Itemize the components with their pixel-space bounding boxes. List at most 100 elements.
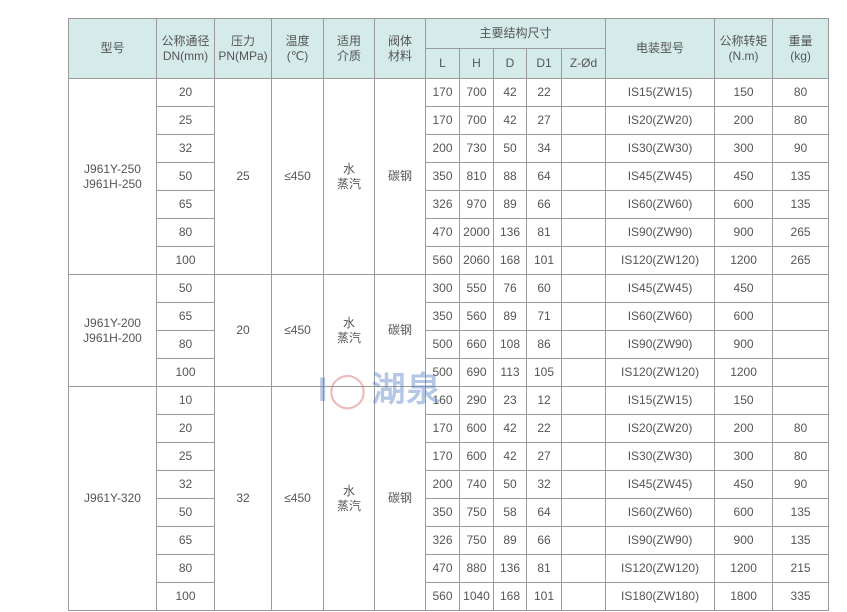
z-cell — [560, 386, 607, 415]
dn-cell: 50 — [156, 162, 215, 191]
weight-cell: 265 — [772, 218, 830, 247]
h-cell: 730 — [459, 134, 494, 163]
l-cell: 200 — [425, 134, 460, 163]
weight-cell — [772, 330, 830, 359]
dn-cell: 50 — [156, 274, 215, 303]
h-cell: 880 — [459, 554, 494, 583]
table-row: 100 560 1040 168 101 IS180(ZW180) 1800 335 — [69, 582, 830, 611]
medium-cell: 水蒸汽 — [323, 274, 375, 387]
z-cell — [560, 414, 607, 443]
header-actuator: 电装型号 — [605, 18, 716, 79]
l-cell: 170 — [425, 106, 460, 135]
d-cell: 89 — [493, 526, 527, 555]
dn-cell: 25 — [156, 442, 215, 471]
table-row: 20 170 600 42 22 IS20(ZW20) 200 80 — [69, 414, 830, 443]
l-cell: 326 — [425, 526, 460, 555]
weight-cell: 90 — [772, 134, 830, 163]
l-cell: 300 — [425, 274, 460, 303]
h-cell: 740 — [459, 470, 494, 499]
torque-cell: 1200 — [714, 246, 774, 275]
z-cell — [560, 274, 607, 303]
torque-cell: 1800 — [714, 582, 774, 611]
d1-cell: 71 — [526, 302, 562, 331]
dn-cell: 65 — [156, 526, 215, 555]
model-cell: J961Y-250 J961H-250 — [68, 78, 157, 275]
z-cell — [560, 246, 607, 275]
torque-cell: 200 — [714, 106, 774, 135]
d1-cell: 27 — [526, 442, 562, 471]
header-torque: 公称转矩 (N.m) — [714, 18, 774, 79]
header-pn: 压力 PN(MPa) — [214, 18, 272, 79]
table-row: 100 560 2060 168 101 IS120(ZW120) 1200 265 — [69, 246, 830, 275]
actuator-cell: IS15(ZW15) — [605, 386, 716, 415]
z-cell — [560, 358, 607, 387]
temp-cell: ≤450 — [271, 78, 324, 275]
dn-cell: 100 — [156, 582, 215, 611]
pn-cell: 20 — [214, 274, 272, 387]
h-cell: 810 — [459, 162, 494, 191]
dn-cell: 65 — [156, 302, 215, 331]
weight-cell — [772, 274, 830, 303]
l-cell: 160 — [425, 386, 460, 415]
table-row: 25 170 600 42 27 IS30(ZW30) 300 80 — [69, 442, 830, 471]
z-cell — [560, 330, 607, 359]
h-cell: 2000 — [459, 218, 494, 247]
pn-cell: 25 — [214, 78, 272, 275]
header-l: L — [425, 48, 460, 79]
table-row: J961Y-320 10 32 ≤450 水蒸汽 碳钢 160 290 23 12 IS15(ZW1… — [68, 386, 830, 611]
d-cell: 42 — [493, 442, 527, 471]
z-cell — [560, 162, 607, 191]
actuator-cell: IS120(ZW120) — [605, 554, 716, 583]
torque-cell: 300 — [714, 134, 774, 163]
dn-cell: 50 — [156, 498, 215, 527]
z-cell — [560, 218, 607, 247]
table-row: 32 200 740 50 32 IS45(ZW45) 450 90 — [69, 470, 830, 499]
weight-cell: 80 — [772, 442, 830, 471]
h-cell: 600 — [459, 414, 494, 443]
dn-cell: 80 — [156, 330, 215, 359]
d-cell: 23 — [493, 386, 527, 415]
dn-cell: 65 — [156, 190, 215, 219]
actuator-cell: IS20(ZW20) — [605, 414, 716, 443]
weight-cell: 135 — [772, 190, 830, 219]
actuator-cell: IS90(ZW90) — [605, 526, 716, 555]
torque-cell: 150 — [714, 386, 774, 415]
h-cell: 690 — [459, 358, 494, 387]
d-cell: 58 — [493, 498, 527, 527]
l-cell: 170 — [425, 442, 460, 471]
d-cell: 113 — [493, 358, 527, 387]
torque-cell: 900 — [714, 330, 774, 359]
actuator-cell: IS30(ZW30) — [605, 134, 716, 163]
d-cell: 42 — [493, 106, 527, 135]
d1-cell: 64 — [526, 498, 562, 527]
h-cell: 970 — [459, 190, 494, 219]
dn-cell: 80 — [156, 554, 215, 583]
d-cell: 89 — [493, 190, 527, 219]
d1-cell: 64 — [526, 162, 562, 191]
actuator-cell: IS45(ZW45) — [605, 470, 716, 499]
torque-cell: 1200 — [714, 554, 774, 583]
table-row: 65 350 560 89 71 IS60(ZW60) 600 — [69, 302, 830, 331]
header-d: D — [493, 48, 527, 79]
d1-cell: 34 — [526, 134, 562, 163]
z-cell — [560, 526, 607, 555]
z-cell — [560, 106, 607, 135]
z-cell — [560, 582, 607, 611]
material-cell: 碳钢 — [374, 78, 426, 275]
l-cell: 470 — [425, 554, 460, 583]
actuator-cell: IS180(ZW180) — [605, 582, 716, 611]
weight-cell: 80 — [772, 78, 830, 107]
weight-cell: 80 — [772, 106, 830, 135]
h-cell: 550 — [459, 274, 494, 303]
header-medium: 适用 介质 — [323, 18, 375, 79]
d-cell: 108 — [493, 330, 527, 359]
d1-cell: 32 — [526, 470, 562, 499]
d1-cell: 27 — [526, 106, 562, 135]
actuator-cell: IS30(ZW30) — [605, 442, 716, 471]
weight-cell: 335 — [772, 582, 830, 611]
table-row: 25 170 700 42 27 IS20(ZW20) 200 80 — [69, 106, 830, 135]
table-row: J961Y-200 J961H-200 50 20 ≤450 水蒸汽 碳钢 300 550 76 6… — [68, 274, 830, 387]
material-cell: 碳钢 — [374, 386, 426, 611]
actuator-cell: IS120(ZW120) — [605, 358, 716, 387]
h-cell: 560 — [459, 302, 494, 331]
